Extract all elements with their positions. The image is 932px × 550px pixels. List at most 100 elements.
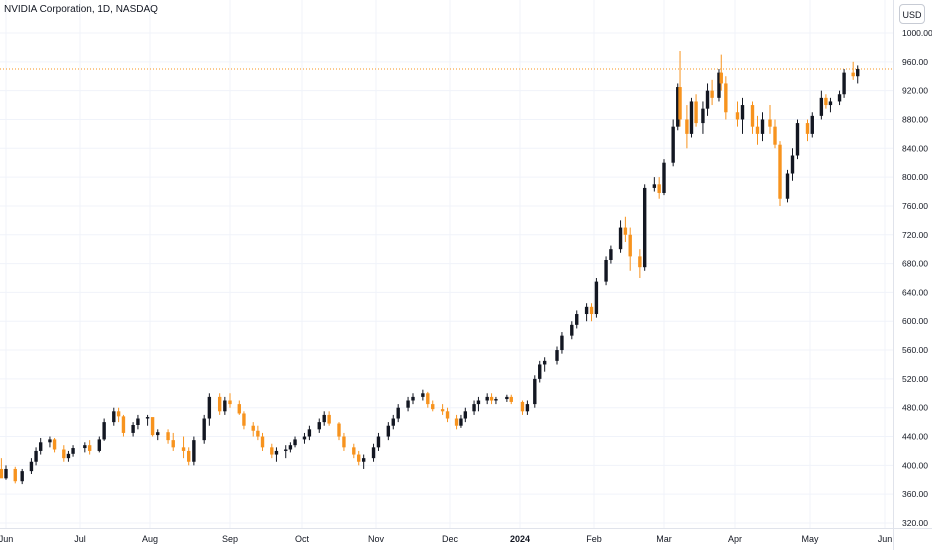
candle[interactable] — [66, 450, 71, 462]
candle[interactable] — [150, 417, 155, 437]
candle[interactable] — [71, 445, 75, 457]
candle[interactable] — [357, 450, 361, 466]
candle[interactable] — [555, 346, 559, 365]
candle[interactable] — [207, 393, 212, 426]
candle[interactable] — [166, 429, 170, 444]
candle[interactable] — [34, 447, 38, 466]
candle[interactable] — [705, 83, 710, 116]
candle[interactable] — [270, 443, 274, 459]
candle[interactable] — [494, 396, 498, 405]
candle[interactable] — [689, 97, 694, 138]
candle[interactable] — [768, 105, 772, 134]
candle[interactable] — [136, 414, 140, 430]
candle[interactable] — [652, 177, 657, 192]
candle[interactable] — [795, 119, 800, 160]
candle[interactable] — [755, 115, 760, 145]
candle[interactable] — [237, 400, 241, 415]
candle[interactable] — [678, 51, 682, 127]
candle[interactable] — [187, 447, 191, 466]
candle[interactable] — [256, 425, 260, 441]
candle[interactable] — [406, 396, 410, 412]
candle[interactable] — [87, 440, 92, 455]
candle[interactable] — [676, 83, 680, 131]
candle[interactable] — [251, 422, 255, 437]
candle[interactable] — [171, 432, 175, 451]
candle[interactable] — [293, 436, 297, 448]
candle[interactable] — [411, 393, 415, 405]
candle[interactable] — [790, 148, 795, 181]
candle[interactable] — [778, 141, 782, 206]
candle[interactable] — [361, 454, 366, 469]
candle[interactable] — [431, 400, 435, 412]
candle[interactable] — [242, 411, 246, 430]
candle[interactable] — [302, 432, 307, 444]
candle[interactable] — [284, 445, 288, 459]
candle[interactable] — [805, 119, 810, 142]
candle[interactable] — [560, 332, 564, 354]
candle[interactable] — [785, 169, 790, 203]
candle[interactable] — [525, 400, 530, 415]
candle[interactable] — [618, 220, 623, 253]
candle[interactable] — [819, 90, 824, 120]
candle[interactable] — [260, 432, 265, 451]
candle[interactable] — [671, 119, 675, 167]
candle[interactable] — [735, 101, 740, 127]
candle[interactable] — [717, 69, 721, 102]
candle[interactable] — [342, 432, 346, 451]
candle[interactable] — [810, 112, 814, 138]
candle[interactable] — [750, 101, 755, 134]
candle[interactable] — [575, 310, 579, 329]
candle[interactable] — [322, 411, 326, 426]
candle[interactable] — [228, 393, 232, 408]
candle[interactable] — [145, 414, 150, 426]
candle[interactable] — [628, 227, 632, 271]
candle[interactable] — [421, 389, 425, 401]
candle[interactable] — [570, 321, 574, 340]
candle[interactable] — [724, 76, 728, 120]
candle[interactable] — [589, 303, 594, 322]
candle[interactable] — [657, 177, 661, 199]
candle[interactable] — [856, 65, 860, 84]
candle[interactable] — [505, 394, 509, 402]
candle[interactable] — [472, 400, 476, 415]
candle[interactable] — [828, 97, 833, 113]
candle[interactable] — [131, 422, 135, 437]
candle[interactable] — [102, 418, 106, 441]
currency-button[interactable]: USD — [899, 4, 925, 24]
candle[interactable] — [719, 54, 723, 91]
candle[interactable] — [824, 94, 828, 109]
candle[interactable] — [116, 407, 121, 423]
candle[interactable] — [38, 437, 43, 455]
candle[interactable] — [181, 436, 186, 459]
candle[interactable] — [337, 422, 341, 441]
candle[interactable] — [445, 407, 450, 423]
candle[interactable] — [29, 458, 34, 474]
candle[interactable] — [773, 119, 777, 149]
candle[interactable] — [52, 437, 57, 453]
candle[interactable] — [509, 394, 513, 405]
candle[interactable] — [112, 407, 116, 426]
candle[interactable] — [48, 436, 52, 448]
candle[interactable] — [327, 411, 331, 426]
candle[interactable] — [391, 414, 395, 430]
candle[interactable] — [317, 418, 321, 433]
candle[interactable] — [454, 414, 459, 430]
candle[interactable] — [371, 443, 376, 462]
candle[interactable] — [710, 79, 714, 106]
candle[interactable] — [0, 458, 4, 479]
candle[interactable] — [4, 465, 8, 480]
candle[interactable] — [20, 468, 24, 485]
candle[interactable] — [97, 436, 102, 453]
candle[interactable] — [352, 443, 356, 459]
candle[interactable] — [223, 396, 227, 415]
candle[interactable] — [594, 278, 599, 318]
candle[interactable] — [426, 391, 430, 408]
candle[interactable] — [476, 396, 481, 412]
candle[interactable] — [851, 61, 855, 80]
candle[interactable] — [192, 436, 196, 466]
candle[interactable] — [288, 442, 293, 453]
candle[interactable] — [440, 404, 445, 415]
candle[interactable] — [685, 105, 689, 149]
